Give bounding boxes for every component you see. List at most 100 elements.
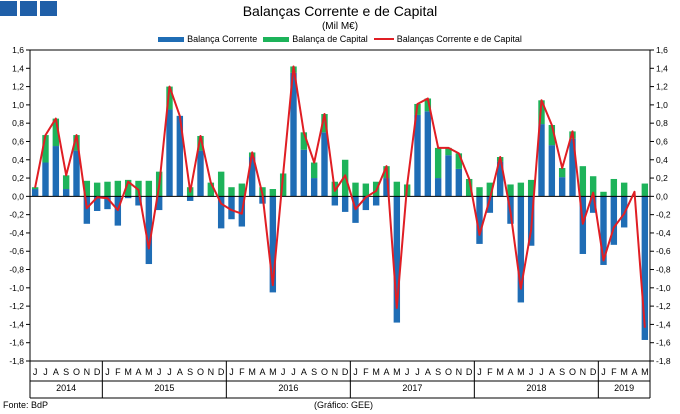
bar-capital: [517, 182, 525, 197]
bar-current: [93, 196, 101, 211]
bar-current: [445, 155, 452, 197]
x-tick-label: J: [281, 367, 286, 377]
bar-capital: [393, 181, 401, 197]
bar-current: [558, 177, 566, 197]
point-combined: [261, 193, 264, 196]
x-tick-label: J: [33, 367, 38, 377]
y-tick-label-left: 0,0: [12, 191, 24, 201]
x-tick-label: A: [53, 367, 59, 377]
year-label: 2014: [56, 383, 76, 393]
y-tick-label-left: 1,6: [12, 45, 24, 55]
point-combined: [55, 117, 57, 120]
graph-credit: (Gráfico: GEE): [314, 400, 374, 410]
x-tick-label: O: [321, 367, 328, 377]
y-tick-label-left: 1,0: [12, 100, 24, 110]
x-tick-label: O: [197, 367, 204, 377]
y-tick-label-right: 0,4: [656, 155, 668, 165]
bar-current: [486, 196, 494, 213]
bar-capital: [104, 181, 111, 197]
point-combined: [530, 228, 532, 231]
bar-capital: [207, 182, 215, 197]
point-combined: [644, 326, 646, 328]
x-tick-label: J: [43, 367, 48, 377]
x-tick-label: F: [487, 367, 493, 377]
bar-current: [52, 146, 60, 197]
bar-capital: [362, 183, 370, 197]
y-tick-label-left: 1,2: [12, 82, 24, 92]
bar-capital: [124, 179, 132, 197]
bar-current: [331, 196, 339, 206]
bar-current: [424, 111, 432, 197]
point-combined: [86, 207, 88, 210]
bar-current: [269, 196, 277, 293]
bar-capital: [279, 173, 287, 197]
point-combined: [416, 103, 419, 105]
bar-capital: [73, 135, 80, 151]
y-tick-label-left: 1,4: [12, 63, 24, 73]
bar-current: [310, 178, 318, 197]
x-tick-label: N: [456, 367, 463, 377]
x-tick-label: A: [425, 367, 431, 377]
point-combined: [582, 222, 584, 225]
y-tick-label-left: -1,0: [9, 283, 24, 293]
year-label: 2016: [278, 383, 298, 393]
bar-capital: [52, 118, 60, 147]
x-tick-label: N: [580, 367, 587, 377]
y-tick-label-right: -0,6: [656, 246, 671, 256]
source-note: Fonte: BdP: [3, 400, 49, 410]
bar-capital: [321, 114, 328, 133]
x-tick-label: A: [383, 367, 389, 377]
point-combined: [334, 190, 336, 192]
point-combined: [427, 97, 429, 100]
y-tick-label-right: -1,6: [656, 338, 671, 348]
x-tick-label: A: [135, 367, 141, 377]
point-combined: [75, 134, 78, 136]
bar-current: [73, 150, 80, 197]
point-combined: [241, 212, 243, 215]
point-combined: [520, 287, 522, 290]
bar-capital: [476, 187, 483, 197]
bar-capital: [600, 191, 607, 197]
x-tick-label: D: [94, 367, 101, 377]
bar-capital: [83, 180, 91, 197]
legend: Balança Corrente Balança de Capital Bala…: [0, 34, 680, 44]
y-tick-label-left: 0,4: [12, 155, 24, 165]
point-combined: [189, 190, 191, 193]
chart-unit: (Mil M€): [321, 21, 359, 32]
bar-current: [62, 189, 70, 197]
year-label: 2015: [154, 383, 174, 393]
bar-current: [641, 196, 649, 340]
bar-current: [186, 196, 194, 201]
legend-swatch-combined: [373, 38, 394, 40]
x-tick-label: M: [620, 367, 628, 377]
x-tick-label: D: [218, 367, 225, 377]
point-combined: [375, 190, 377, 192]
bar-current: [517, 196, 525, 303]
bar-current: [217, 196, 225, 229]
bar-capital: [352, 182, 359, 197]
x-tick-label: J: [229, 367, 234, 377]
x-tick-label: S: [63, 367, 69, 377]
bar-current: [414, 114, 421, 197]
point-combined: [210, 181, 212, 184]
x-tick-label: J: [477, 367, 482, 377]
bar-capital: [42, 135, 49, 163]
bar-capital: [114, 180, 122, 197]
x-tick-label: A: [507, 367, 513, 377]
point-combined: [468, 178, 470, 180]
bar-current: [42, 162, 49, 197]
bar-current: [31, 189, 39, 197]
point-combined: [437, 147, 439, 149]
y-tick-label-left: -1,8: [9, 356, 24, 366]
bar-current: [104, 196, 111, 210]
x-tick-label: M: [145, 367, 153, 377]
x-tick-label: J: [529, 367, 534, 377]
bar-current: [600, 196, 607, 265]
y-tick-label-left: -0,8: [9, 265, 24, 275]
bar-current: [548, 145, 556, 197]
point-combined: [272, 284, 274, 286]
point-combined: [365, 196, 367, 199]
legend-item-current: Balança Corrente: [158, 34, 257, 44]
bar-current: [176, 115, 184, 197]
